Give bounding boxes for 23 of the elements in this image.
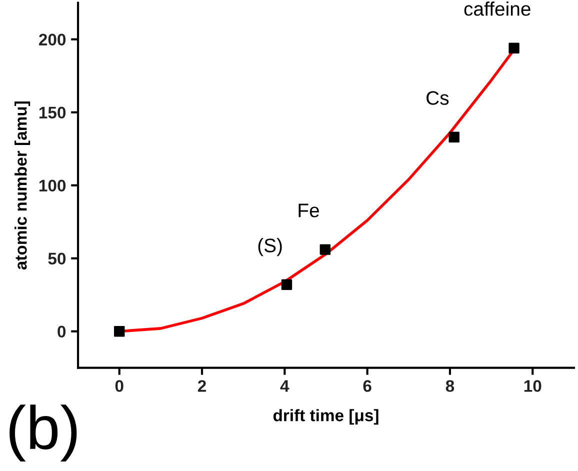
x-tick-label: 2 <box>198 380 206 392</box>
x-tick-label: 10 <box>524 380 542 392</box>
x-axis-title: drift time [μs] <box>273 409 378 425</box>
annotation: caffeine <box>464 2 530 16</box>
annotation: (S) <box>258 238 282 256</box>
point <box>508 42 520 54</box>
annotation: Cs <box>426 91 449 105</box>
x-tick-label: 0 <box>115 380 124 392</box>
point <box>448 132 460 143</box>
y-tick-label: 200 <box>39 34 66 46</box>
point <box>320 244 331 255</box>
y-tick-label: 0 <box>58 326 66 338</box>
y-axis-title: atomic number [amu] <box>14 102 30 270</box>
point <box>114 326 125 337</box>
point <box>281 279 292 290</box>
x-tick-label: 6 <box>363 380 372 392</box>
text: (b) <box>10 404 77 462</box>
y-tick-label: 50 <box>48 252 66 265</box>
annotation: Fe <box>298 204 319 218</box>
y-tick-label: 150 <box>39 106 66 119</box>
x-tick-label: 4 <box>280 380 290 392</box>
x-tick-label: 8 <box>446 380 454 392</box>
y-tick-label: 100 <box>39 180 66 192</box>
